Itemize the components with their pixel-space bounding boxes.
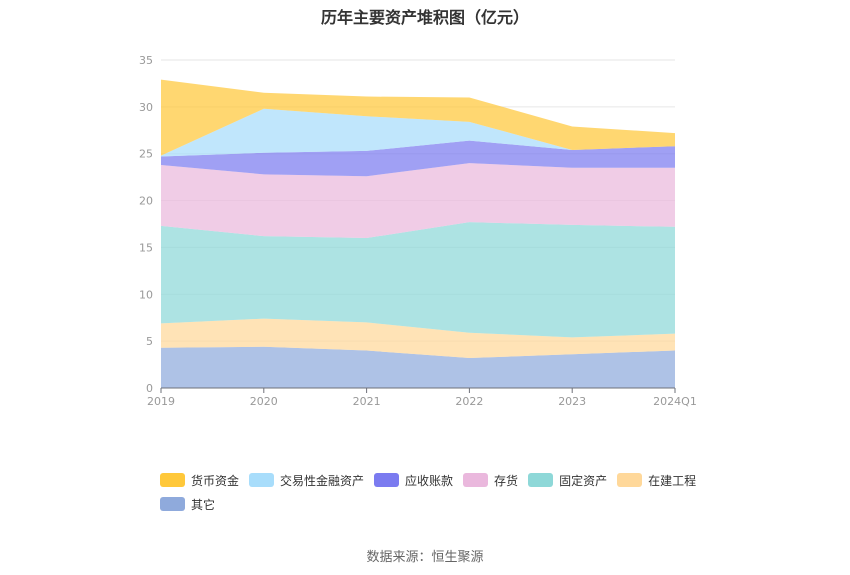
area-series-0 xyxy=(161,346,675,388)
x-tick-label: 2023 xyxy=(558,395,586,408)
y-tick-label: 5 xyxy=(146,335,153,348)
legend-item[interactable]: 存货 xyxy=(463,472,518,488)
legend-label: 存货 xyxy=(494,473,519,488)
legend-label: 固定资产 xyxy=(559,473,608,488)
legend-swatch xyxy=(374,473,400,487)
chart-title: 历年主要资产堆积图（亿元） xyxy=(320,8,529,27)
y-tick-label: 35 xyxy=(139,54,153,67)
data-source: 数据来源：恒生聚源 xyxy=(366,550,484,565)
x-tick-label: 2019 xyxy=(147,395,175,408)
legend-swatch xyxy=(249,473,275,487)
y-tick-label: 25 xyxy=(139,148,153,161)
x-tick-label: 2021 xyxy=(353,395,381,408)
legend-item[interactable]: 货币资金 xyxy=(160,472,239,488)
x-tick-label: 2024Q1 xyxy=(653,395,697,408)
y-tick-label: 0 xyxy=(146,382,153,395)
y-tick-label: 10 xyxy=(139,288,153,301)
legend-item[interactable]: 固定资产 xyxy=(528,472,607,488)
legend-label: 货币资金 xyxy=(191,473,240,488)
area-series-1 xyxy=(161,318,675,359)
legend-swatch xyxy=(463,473,489,487)
y-tick-label: 15 xyxy=(139,241,153,254)
area-series-4 xyxy=(161,140,675,177)
area-series-2 xyxy=(161,222,675,338)
legend-swatch xyxy=(617,473,643,487)
legend-label: 应收账款 xyxy=(405,473,454,488)
legend: 货币资金 交易性金融资产 应收账款 存货 固定资产 在建工程其它 xyxy=(160,472,720,520)
legend-item[interactable]: 其它 xyxy=(160,496,215,512)
x-tick-label: 2022 xyxy=(455,395,483,408)
area-series-5 xyxy=(161,108,675,157)
area-series-3 xyxy=(161,163,675,239)
legend-item[interactable]: 交易性金融资产 xyxy=(249,472,364,488)
legend-swatch xyxy=(160,497,185,511)
area-series xyxy=(161,79,675,388)
axes: 0 5 10 15 20 25 30 35 2019 2020 2021 2022 2023 2024Q1 xyxy=(139,54,697,408)
y-tick-label: 20 xyxy=(139,195,153,208)
stacked-area-chart: 0 5 10 15 20 25 30 35 2019 2020 2021 2022 2023 2024Q1 xyxy=(139,54,697,408)
y-tick-label: 30 xyxy=(139,101,153,114)
x-tick-label: 2020 xyxy=(250,395,278,408)
legend-label: 在建工程 xyxy=(648,473,697,488)
legend-item[interactable]: 应收账款 xyxy=(374,472,453,488)
legend-label: 其它 xyxy=(191,497,216,512)
legend-label: 交易性金融资产 xyxy=(280,473,365,488)
legend-item[interactable]: 在建工程 xyxy=(617,472,696,488)
legend-swatch xyxy=(160,473,185,487)
legend-swatch xyxy=(528,473,554,487)
area-series-6 xyxy=(161,79,675,156)
